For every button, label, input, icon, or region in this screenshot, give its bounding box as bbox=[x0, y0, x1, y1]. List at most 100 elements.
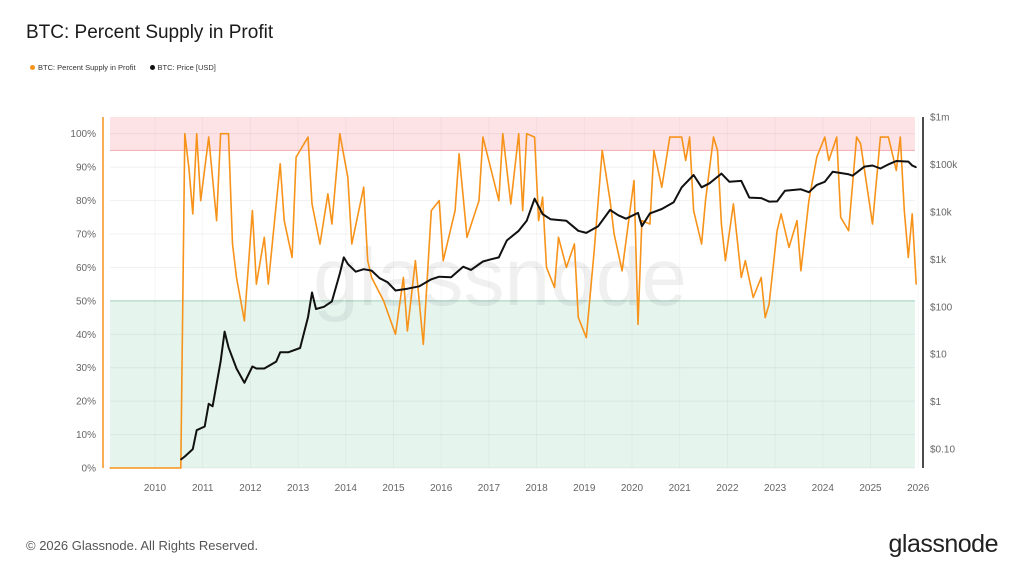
percent-supply-point bbox=[764, 316, 766, 319]
price-point bbox=[355, 271, 357, 273]
x-tick-label: 2012 bbox=[239, 483, 262, 494]
percent-supply-point bbox=[545, 266, 548, 269]
percent-supply-point bbox=[522, 210, 524, 212]
percent-supply-point bbox=[597, 199, 599, 202]
percent-supply-point bbox=[593, 250, 595, 252]
price-point bbox=[394, 289, 397, 292]
price-point bbox=[832, 171, 834, 173]
price-point bbox=[204, 425, 206, 428]
overheated-band bbox=[110, 117, 915, 151]
price-point bbox=[816, 184, 818, 186]
price-point bbox=[482, 260, 484, 263]
percent-supply-point bbox=[188, 166, 190, 168]
price-point bbox=[915, 166, 917, 168]
x-tick-label: 2014 bbox=[335, 483, 358, 494]
price-point bbox=[315, 308, 317, 310]
percent-supply-point bbox=[621, 270, 623, 272]
percent-supply-point bbox=[347, 176, 349, 178]
percent-supply-point bbox=[442, 260, 444, 262]
price-point bbox=[681, 186, 683, 188]
price-point bbox=[625, 218, 627, 220]
price-point bbox=[784, 190, 786, 192]
percent-supply-point bbox=[184, 133, 186, 135]
price-point bbox=[800, 188, 802, 190]
legend-label: BTC: Percent Supply in Profit bbox=[38, 63, 136, 72]
percent-supply-point bbox=[689, 136, 691, 138]
y-left-tick-label: 100% bbox=[70, 129, 96, 140]
legend-item-price[interactable]: BTC: Price [USD] bbox=[149, 63, 216, 72]
percent-supply-point bbox=[899, 136, 901, 138]
price-point bbox=[887, 163, 889, 166]
percent-supply-point bbox=[855, 136, 858, 138]
y-left-tick-label: 80% bbox=[76, 196, 96, 207]
percent-supply-point bbox=[255, 283, 257, 285]
price-point bbox=[299, 347, 301, 349]
price-point bbox=[641, 225, 643, 227]
percent-supply-point bbox=[700, 243, 703, 245]
percent-supply-point bbox=[414, 260, 416, 262]
undervalued-band bbox=[110, 300, 915, 468]
x-tick-label: 2024 bbox=[812, 483, 835, 494]
price-point bbox=[184, 455, 186, 458]
price-point bbox=[720, 173, 723, 175]
price-point bbox=[637, 212, 639, 214]
percent-supply-point bbox=[859, 143, 862, 145]
y-left-tick-label: 90% bbox=[76, 163, 96, 174]
percent-supply-point bbox=[816, 156, 818, 158]
x-tick-label: 2021 bbox=[669, 483, 692, 494]
x-tick-label: 2017 bbox=[478, 483, 501, 494]
percent-supply-point bbox=[196, 133, 198, 135]
price-point bbox=[363, 268, 365, 270]
percent-supply-point bbox=[824, 136, 826, 138]
price-point bbox=[418, 285, 420, 287]
percent-supply-point bbox=[331, 223, 333, 225]
percent-supply-point bbox=[836, 136, 838, 138]
price-point bbox=[196, 429, 198, 431]
price-point bbox=[263, 367, 265, 370]
percent-supply-point bbox=[681, 136, 683, 138]
percent-supply-point bbox=[629, 210, 631, 212]
percent-supply-point bbox=[243, 320, 246, 322]
percent-supply-point bbox=[653, 149, 655, 152]
percent-supply-point bbox=[219, 133, 222, 135]
percent-supply-point bbox=[609, 199, 611, 202]
percent-supply-point bbox=[295, 156, 297, 158]
percent-supply-point bbox=[760, 276, 762, 279]
percent-supply-point bbox=[732, 203, 734, 205]
percent-supply-point bbox=[788, 246, 790, 248]
percent-supply-point bbox=[840, 216, 842, 218]
percent-supply-point bbox=[109, 467, 111, 469]
percent-supply-point bbox=[537, 220, 540, 222]
price-point bbox=[760, 197, 762, 199]
legend-item-percent-supply[interactable]: BTC: Percent Supply in Profit bbox=[30, 63, 136, 72]
price-point bbox=[490, 258, 492, 260]
y-right-tick-label: $10k bbox=[930, 207, 953, 218]
price-point bbox=[450, 276, 452, 278]
percent-supply-point bbox=[518, 133, 520, 135]
percent-supply-point bbox=[768, 303, 770, 305]
percent-supply-point bbox=[216, 220, 218, 222]
percent-supply-point bbox=[534, 136, 536, 138]
percent-supply-point bbox=[633, 179, 635, 182]
y-right-tick-label: $0.10 bbox=[930, 445, 955, 456]
percent-supply-point bbox=[796, 220, 798, 222]
price-point bbox=[243, 382, 246, 384]
price-point bbox=[609, 209, 611, 211]
percent-supply-point bbox=[394, 333, 397, 335]
percent-supply-point bbox=[402, 276, 405, 279]
price-point bbox=[311, 291, 313, 294]
price-point bbox=[700, 186, 703, 188]
price-point bbox=[406, 288, 409, 290]
percent-supply-point bbox=[454, 210, 456, 212]
percent-supply-point bbox=[251, 210, 253, 212]
percent-supply-point bbox=[231, 243, 234, 245]
percent-supply-point bbox=[911, 213, 913, 215]
glassnode-logo: glassnode bbox=[888, 530, 999, 558]
price-point bbox=[339, 273, 341, 275]
price-point bbox=[287, 351, 289, 353]
percent-supply-point bbox=[502, 133, 504, 135]
percent-supply-point bbox=[192, 213, 194, 215]
y-right-tick-label: $100k bbox=[930, 160, 958, 171]
x-tick-label: 2022 bbox=[716, 483, 739, 494]
